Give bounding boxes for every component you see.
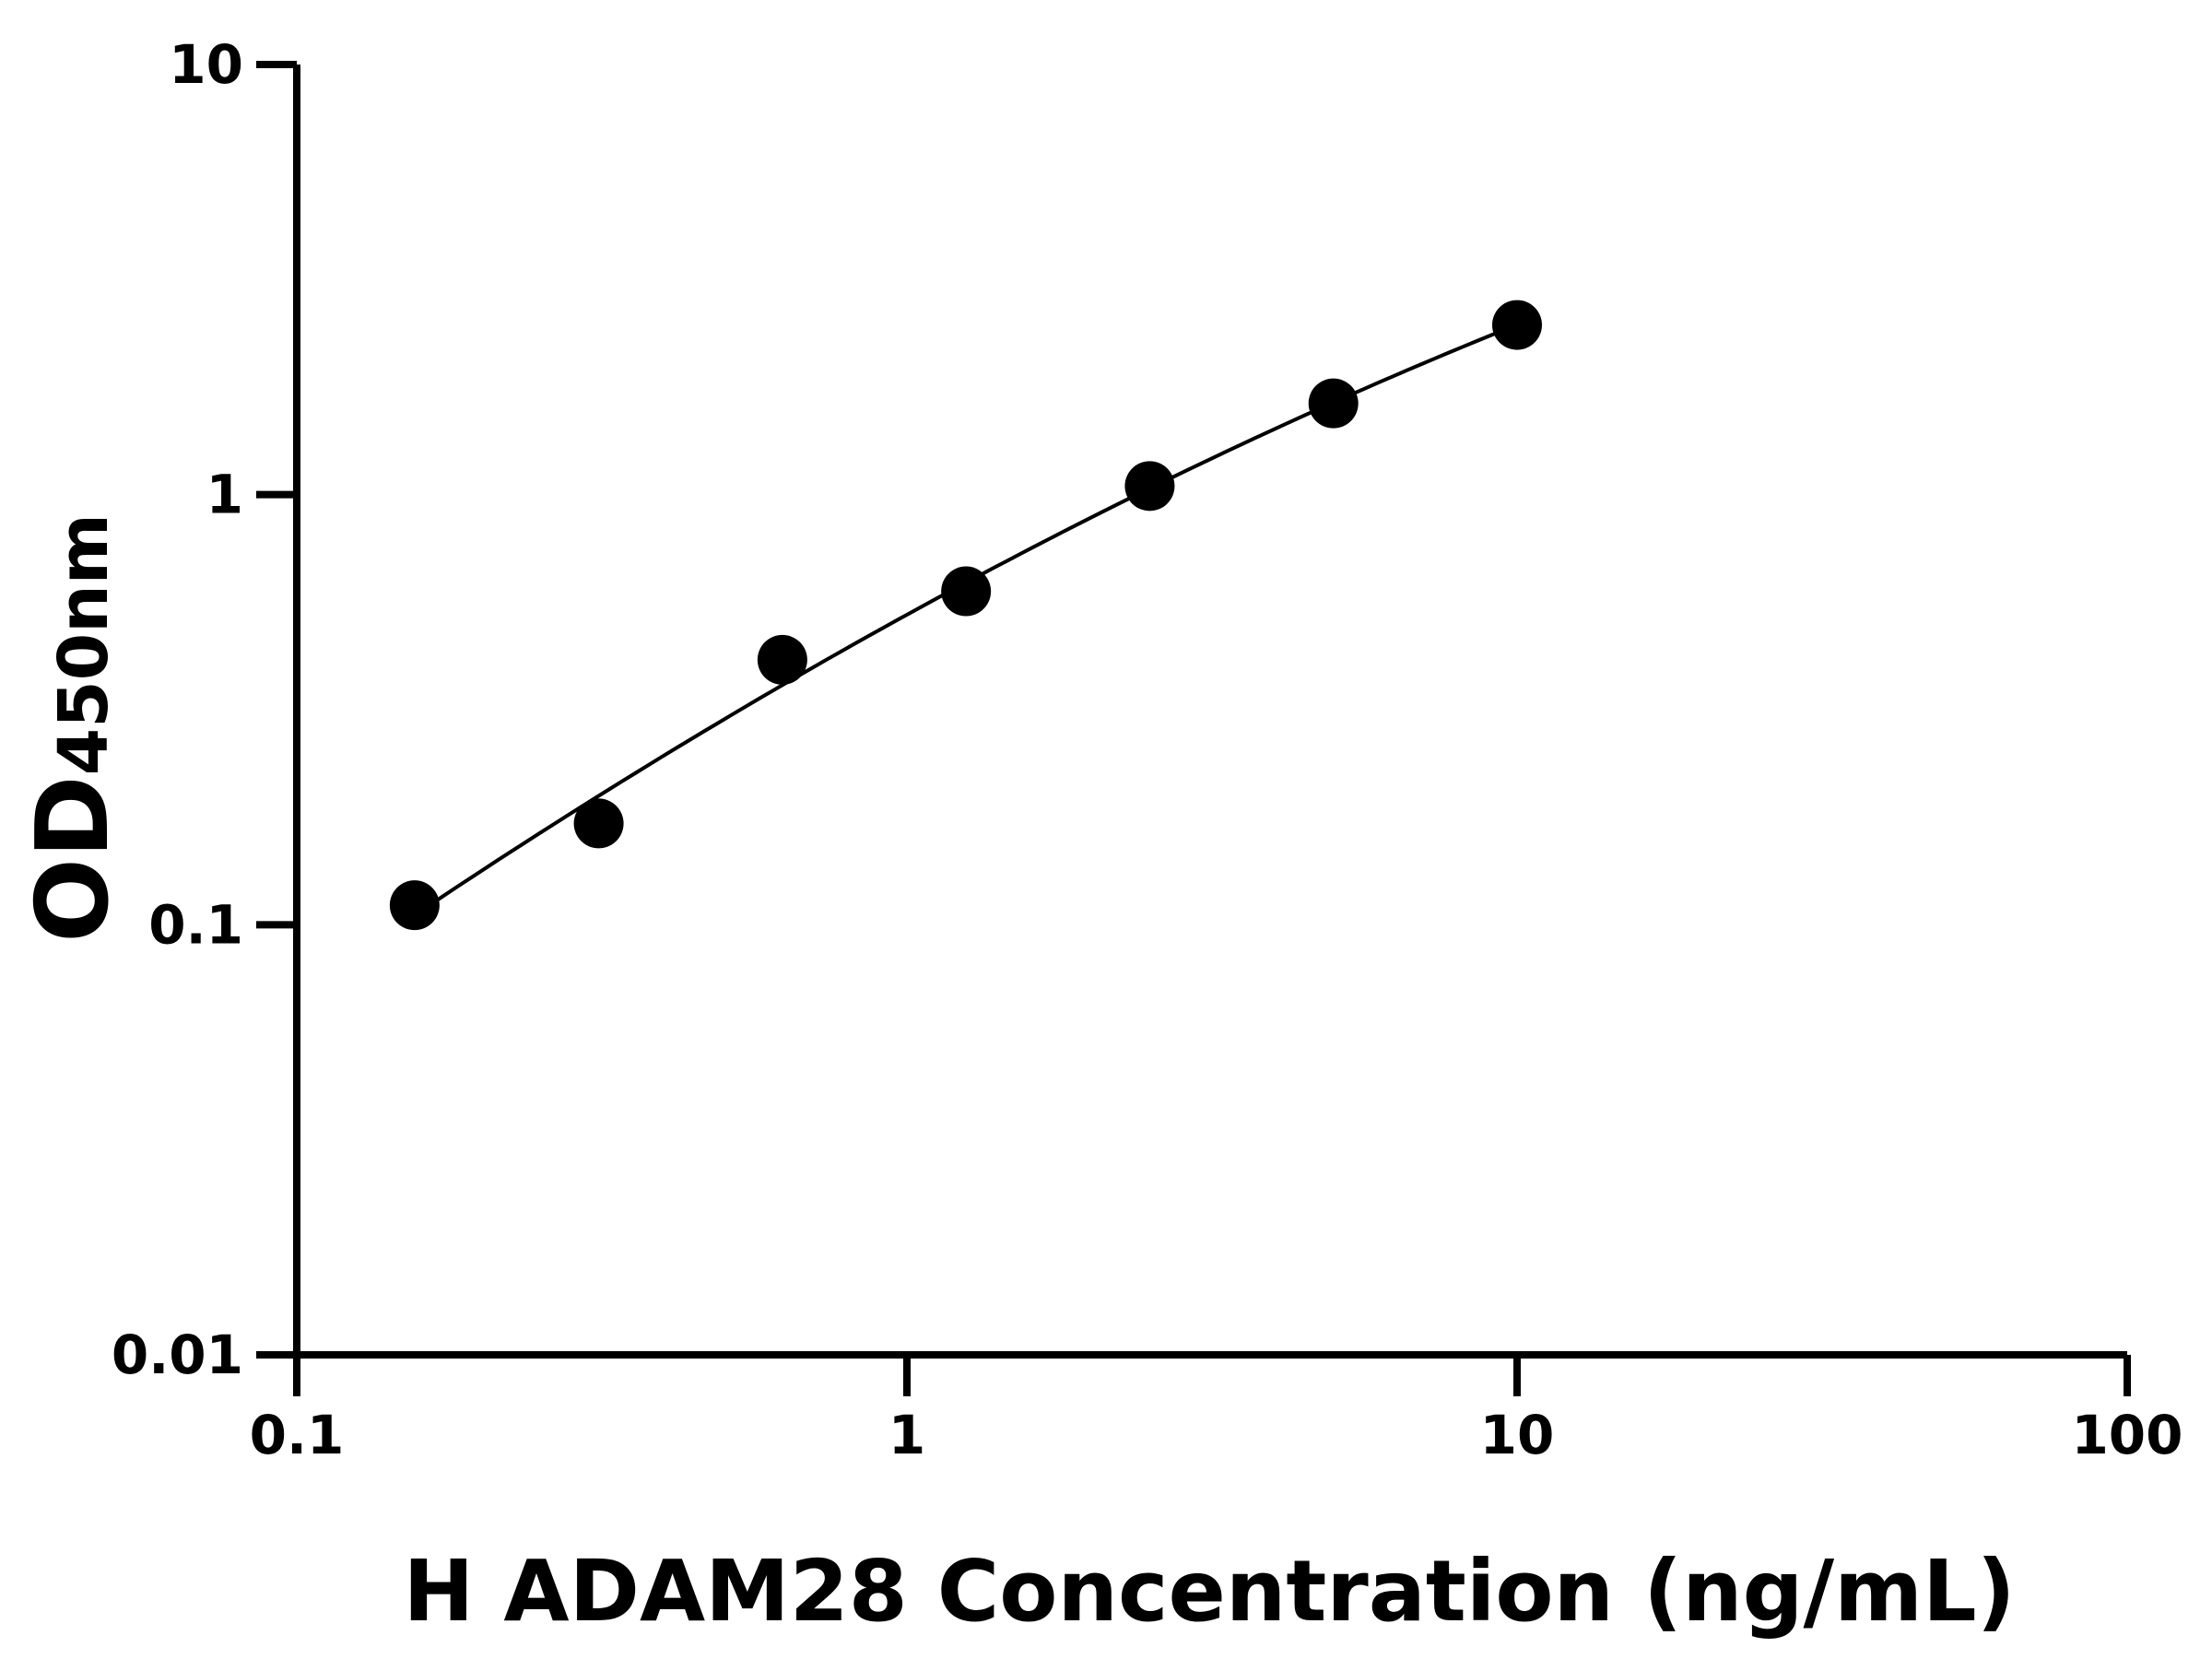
- x-tick-label: 1: [888, 1404, 925, 1466]
- y-axis-title: OD450nm: [16, 513, 131, 943]
- data-point: [573, 798, 624, 849]
- x-axis-title: H ADAM28 Concentration (ng/mL): [403, 1542, 2015, 1641]
- x-tick-label: 100: [2071, 1404, 2183, 1466]
- data-points: [389, 300, 1542, 931]
- y-tick-label: 10: [169, 33, 243, 96]
- x-tick-label: 10: [1480, 1404, 1555, 1466]
- y-tick-label: 0.1: [148, 893, 243, 956]
- data-point: [1492, 300, 1542, 350]
- data-point: [1124, 461, 1175, 512]
- data-point: [941, 566, 992, 617]
- y-tick-label: 1: [206, 464, 243, 526]
- y-tick-label: 0.01: [112, 1324, 243, 1386]
- axes: [293, 65, 2127, 1359]
- data-point: [389, 880, 440, 931]
- data-point: [757, 634, 807, 685]
- x-tick-label: 0.1: [250, 1404, 345, 1466]
- data-point: [1308, 378, 1359, 429]
